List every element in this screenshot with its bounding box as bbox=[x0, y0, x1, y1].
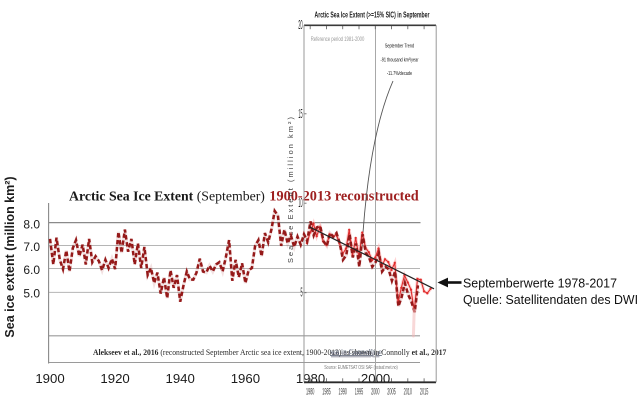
svg-text:1990: 1990 bbox=[338, 388, 346, 397]
svg-text:Septemberwerte 1978-2017: Septemberwerte 1978-2017 bbox=[463, 276, 617, 291]
svg-text:6.0: 6.0 bbox=[23, 263, 40, 277]
svg-text:10: 10 bbox=[298, 196, 302, 210]
svg-text:-11.7%/decade: -11.7%/decade bbox=[387, 70, 412, 77]
svg-text:2000: 2000 bbox=[371, 388, 379, 397]
svg-text:Arctic Sea Ice Extent (>=15% S: Arctic Sea Ice Extent (>=15% SIC) in Sep… bbox=[315, 11, 430, 19]
svg-text:Alekseev et al., 2016 (reconst: Alekseev et al., 2016 (reconstructed Sep… bbox=[93, 348, 446, 358]
svg-text:1980: 1980 bbox=[306, 388, 314, 397]
svg-text:1985: 1985 bbox=[322, 388, 330, 397]
svg-text:5: 5 bbox=[301, 286, 303, 300]
svg-text:1960: 1960 bbox=[231, 371, 260, 386]
svg-text:2010: 2010 bbox=[404, 388, 412, 397]
svg-text:15: 15 bbox=[298, 107, 302, 121]
svg-text:Source: EUMETSAT OSI SAF (osis: Source: EUMETSAT OSI SAF (osisaf.met.no) bbox=[324, 364, 398, 371]
svg-text:8.0: 8.0 bbox=[23, 218, 40, 232]
svg-text:1995: 1995 bbox=[355, 388, 363, 397]
svg-text:20: 20 bbox=[298, 18, 302, 32]
svg-text:5.0: 5.0 bbox=[23, 287, 40, 301]
svg-text:7.0: 7.0 bbox=[23, 240, 40, 254]
svg-text:2015: 2015 bbox=[420, 388, 428, 397]
svg-text:Quelle: Satellitendaten des DW: Quelle: Satellitendaten des DWI bbox=[463, 292, 638, 307]
svg-text:-91 thousand km²/year: -91 thousand km²/year bbox=[381, 57, 419, 64]
svg-text:1900: 1900 bbox=[35, 371, 64, 386]
svg-text:1940: 1940 bbox=[166, 371, 195, 386]
svg-text:Arctic Sea Ice Extent (Septemb: Arctic Sea Ice Extent (September) 1900-20… bbox=[69, 189, 419, 205]
svg-text:2005: 2005 bbox=[387, 388, 395, 397]
svg-text:Sea ice extent (million km²): Sea ice extent (million km²) bbox=[3, 176, 17, 337]
svg-text:September Trend: September Trend bbox=[385, 43, 415, 50]
svg-text:Reference period 1981-2000: Reference period 1981-2000 bbox=[311, 36, 365, 43]
svg-text:wn in Connolly e: wn in Connolly e bbox=[331, 350, 379, 358]
svg-text:1920: 1920 bbox=[100, 371, 129, 386]
svg-text:Sea Ice Extent (million km²): Sea Ice Extent (million km²) bbox=[286, 115, 295, 263]
svg-text:wn in Connolly e: wn in Connolly e bbox=[330, 347, 383, 356]
